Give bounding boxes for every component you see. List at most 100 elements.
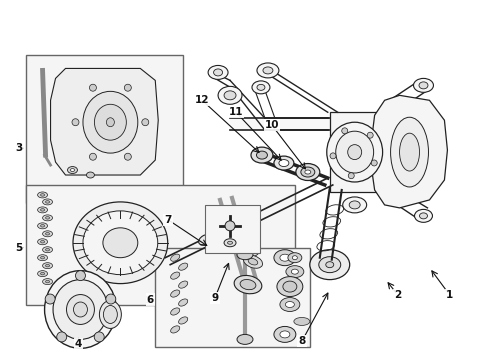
Circle shape xyxy=(348,173,354,179)
Ellipse shape xyxy=(234,230,254,243)
Ellipse shape xyxy=(73,202,168,284)
Ellipse shape xyxy=(74,302,87,317)
Ellipse shape xyxy=(43,231,52,237)
Ellipse shape xyxy=(414,78,434,92)
Ellipse shape xyxy=(348,145,362,159)
Text: 9: 9 xyxy=(212,293,219,302)
Ellipse shape xyxy=(38,192,48,198)
Ellipse shape xyxy=(218,86,242,104)
Ellipse shape xyxy=(198,235,212,245)
Ellipse shape xyxy=(280,298,300,311)
Text: 6: 6 xyxy=(147,294,154,305)
Ellipse shape xyxy=(274,156,294,170)
Circle shape xyxy=(367,132,373,138)
Ellipse shape xyxy=(237,250,253,260)
Polygon shape xyxy=(50,68,158,175)
Circle shape xyxy=(225,221,235,231)
Ellipse shape xyxy=(225,206,245,220)
Text: 10: 10 xyxy=(265,120,279,130)
Ellipse shape xyxy=(67,294,95,324)
Ellipse shape xyxy=(248,258,258,265)
Text: 2: 2 xyxy=(394,289,401,300)
Ellipse shape xyxy=(103,228,138,258)
Ellipse shape xyxy=(86,172,95,178)
Ellipse shape xyxy=(419,82,428,89)
Circle shape xyxy=(90,84,97,91)
Ellipse shape xyxy=(277,276,303,297)
Text: 11: 11 xyxy=(229,107,243,117)
Ellipse shape xyxy=(43,263,52,269)
Ellipse shape xyxy=(274,327,296,342)
Ellipse shape xyxy=(399,133,419,171)
Ellipse shape xyxy=(208,66,228,80)
Bar xyxy=(25,185,295,305)
Ellipse shape xyxy=(288,253,302,263)
Text: 5: 5 xyxy=(15,243,22,253)
Ellipse shape xyxy=(301,167,315,177)
Ellipse shape xyxy=(43,279,52,285)
Ellipse shape xyxy=(46,248,49,251)
Ellipse shape xyxy=(343,197,367,213)
Ellipse shape xyxy=(45,271,116,348)
Ellipse shape xyxy=(296,163,320,180)
Ellipse shape xyxy=(327,122,383,182)
Ellipse shape xyxy=(46,280,49,283)
Ellipse shape xyxy=(46,217,49,219)
Circle shape xyxy=(124,84,131,91)
Ellipse shape xyxy=(179,263,188,270)
Ellipse shape xyxy=(41,240,45,243)
Ellipse shape xyxy=(171,308,180,315)
Ellipse shape xyxy=(283,281,297,292)
Ellipse shape xyxy=(46,201,49,203)
Ellipse shape xyxy=(415,210,433,222)
Ellipse shape xyxy=(41,256,45,259)
Ellipse shape xyxy=(95,104,126,140)
Ellipse shape xyxy=(230,210,240,216)
Circle shape xyxy=(75,271,85,280)
Circle shape xyxy=(342,128,348,134)
Ellipse shape xyxy=(239,234,249,240)
Text: 7: 7 xyxy=(165,215,172,225)
Circle shape xyxy=(371,160,377,166)
Ellipse shape xyxy=(336,131,374,173)
Ellipse shape xyxy=(38,255,48,261)
Ellipse shape xyxy=(257,84,265,90)
Ellipse shape xyxy=(224,91,236,100)
Bar xyxy=(25,55,183,203)
Circle shape xyxy=(124,153,131,160)
Bar xyxy=(230,118,330,130)
Ellipse shape xyxy=(43,247,52,253)
Ellipse shape xyxy=(349,201,360,209)
Ellipse shape xyxy=(233,214,247,226)
Ellipse shape xyxy=(252,81,270,94)
Ellipse shape xyxy=(256,151,268,159)
Circle shape xyxy=(90,153,97,160)
Ellipse shape xyxy=(99,301,122,328)
Ellipse shape xyxy=(43,215,52,221)
Ellipse shape xyxy=(71,168,74,171)
Bar xyxy=(205,205,260,253)
Ellipse shape xyxy=(224,239,236,247)
Ellipse shape xyxy=(286,266,304,278)
Text: 4: 4 xyxy=(75,339,82,349)
Ellipse shape xyxy=(280,331,290,338)
Ellipse shape xyxy=(227,241,233,244)
Ellipse shape xyxy=(294,318,310,325)
Circle shape xyxy=(106,294,116,304)
Text: 8: 8 xyxy=(298,336,305,346)
Text: 3: 3 xyxy=(15,143,22,153)
Circle shape xyxy=(57,332,67,342)
Ellipse shape xyxy=(179,299,188,306)
Text: 1: 1 xyxy=(446,289,453,300)
Ellipse shape xyxy=(419,213,427,219)
Ellipse shape xyxy=(83,211,158,275)
Ellipse shape xyxy=(326,262,334,268)
Ellipse shape xyxy=(230,218,249,231)
Ellipse shape xyxy=(251,147,273,163)
Circle shape xyxy=(72,119,79,126)
Ellipse shape xyxy=(391,117,428,187)
Ellipse shape xyxy=(53,280,108,339)
Text: 12: 12 xyxy=(195,95,209,105)
Ellipse shape xyxy=(214,69,222,76)
Ellipse shape xyxy=(38,223,48,229)
